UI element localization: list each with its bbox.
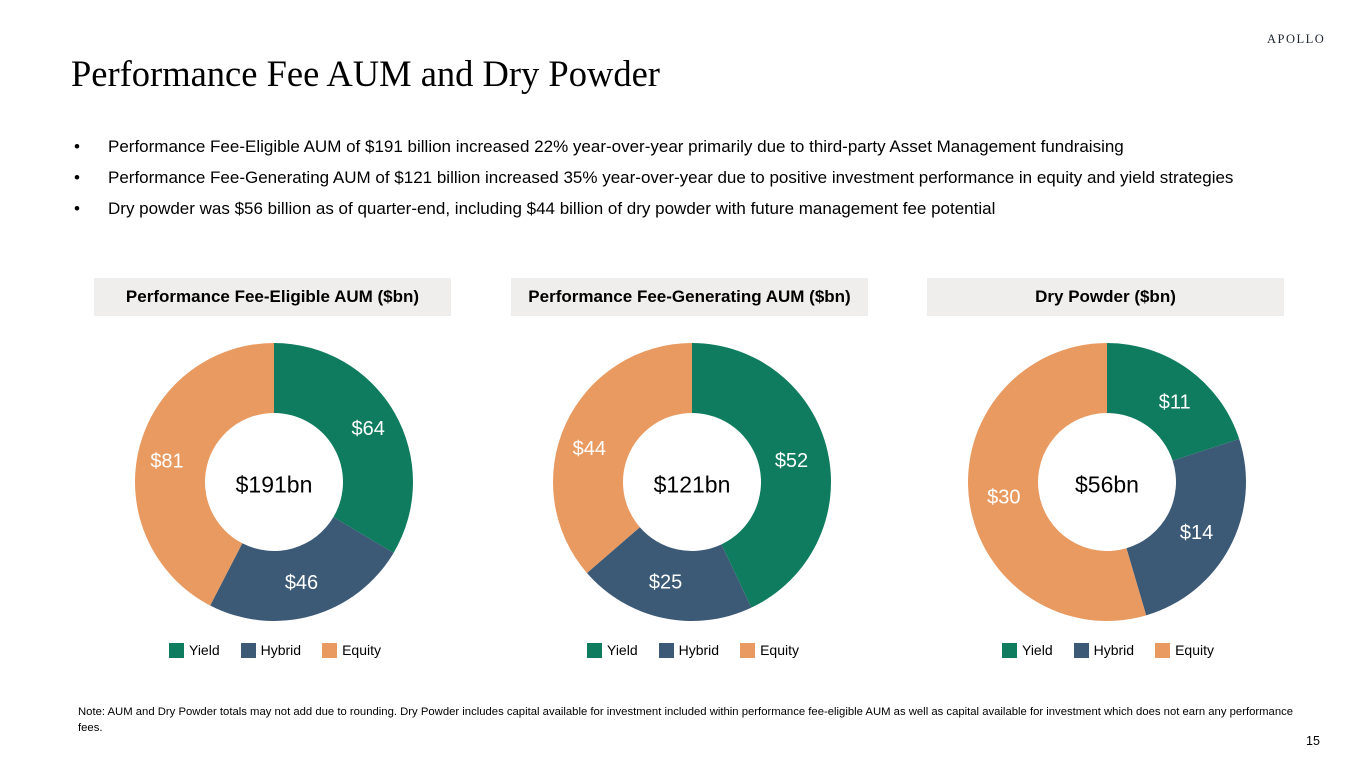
svg-text:$64: $64 [351,418,384,440]
svg-text:$56bn: $56bn [1075,472,1139,498]
svg-text:$30: $30 [987,487,1020,509]
svg-text:$11: $11 [1158,391,1190,413]
svg-text:$46: $46 [284,572,317,594]
svg-text:$191bn: $191bn [235,472,312,498]
svg-text:$44: $44 [572,438,605,460]
svg-text:$52: $52 [774,450,807,472]
svg-text:$121bn: $121bn [653,472,730,498]
svg-text:$14: $14 [1179,522,1212,544]
svg-text:$81: $81 [150,451,183,473]
svg-text:$25: $25 [648,571,681,593]
